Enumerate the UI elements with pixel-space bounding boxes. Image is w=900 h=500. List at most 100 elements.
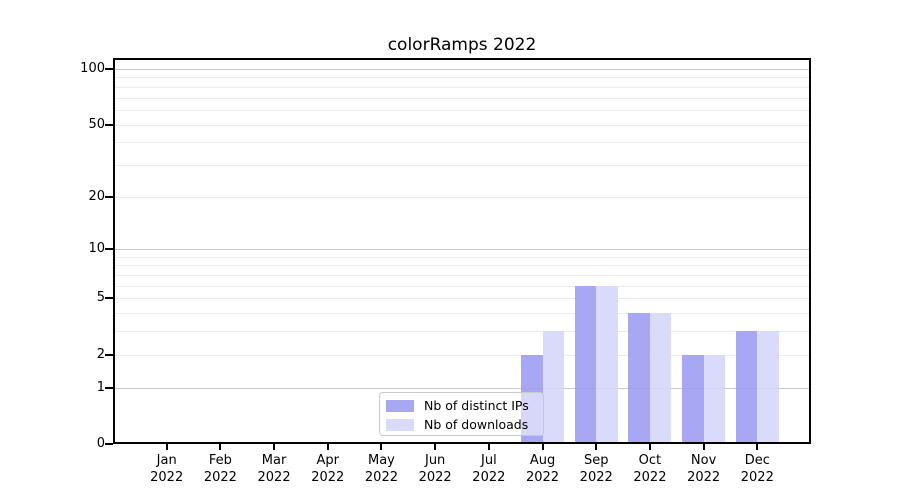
x-axis-label-month: Dec	[744, 453, 770, 468]
chart-title: colorRamps 2022	[387, 35, 537, 55]
y-axis-tick	[105, 297, 113, 300]
legend: Nb of distinct IPs Nb of downloads	[379, 392, 544, 436]
x-axis-tick	[219, 444, 222, 450]
x-axis-label-month: Aug	[529, 453, 556, 468]
y-axis-tick-label: 10	[88, 241, 105, 257]
x-axis-label-year: 2022	[525, 469, 560, 485]
y-axis-tick	[105, 248, 113, 251]
y-axis-tick	[105, 353, 113, 356]
x-axis-tick	[702, 444, 705, 450]
gridline-minor	[113, 196, 811, 198]
bar-distinct-ips	[735, 331, 758, 444]
gridline-minor	[113, 109, 811, 111]
gridline-minor	[113, 275, 811, 277]
bar-downloads	[596, 285, 618, 444]
x-axis-label: Jan 2022	[139, 453, 195, 486]
x-axis-label-year: 2022	[364, 469, 398, 485]
x-axis-label-year: 2022	[740, 469, 774, 485]
legend-item: Nb of distinct IPs	[386, 396, 543, 415]
gridline-minor	[113, 265, 811, 267]
x-axis-tick	[648, 444, 651, 450]
gridline-minor	[113, 124, 811, 126]
gridline-minor	[113, 77, 811, 79]
x-axis-label: Jun 2022	[407, 453, 463, 486]
x-axis-label: May 2022	[353, 453, 409, 486]
y-axis-tick	[105, 443, 113, 445]
gridline-minor	[113, 164, 811, 166]
x-axis-label: Oct 2022	[622, 453, 678, 486]
x-axis-label: Jul 2022	[461, 453, 517, 486]
y-axis-tick-label: 0	[96, 436, 105, 451]
x-axis-tick	[273, 444, 276, 450]
x-axis-label: Apr 2022	[300, 453, 356, 486]
x-axis-label-month: Jun	[424, 453, 446, 468]
y-axis-tick-label: 5	[96, 290, 105, 306]
x-axis-label-month: Feb	[208, 453, 232, 468]
y-axis-tick	[105, 123, 113, 126]
bar-downloads	[649, 313, 672, 444]
y-axis-tick	[105, 386, 113, 389]
x-axis-tick	[541, 444, 544, 450]
x-axis-label: Mar 2022	[246, 453, 302, 486]
x-axis-tick	[434, 444, 437, 450]
x-axis-label: Nov 2022	[676, 453, 732, 486]
x-axis-label-year: 2022	[311, 469, 345, 485]
x-axis-label: Dec 2022	[729, 453, 785, 486]
x-axis-tick	[756, 444, 759, 450]
x-axis-label-month: Apr	[316, 453, 340, 468]
x-axis-label-year: 2022	[687, 469, 721, 485]
x-axis-label-year: 2022	[150, 469, 184, 485]
gridline-minor	[113, 285, 811, 287]
x-axis-tick	[380, 444, 383, 450]
x-axis-tick	[595, 444, 598, 450]
x-axis-label-month: Oct	[638, 453, 662, 468]
y-axis-tick-label: 20	[88, 188, 105, 204]
gridline-minor	[113, 97, 811, 99]
gridline-minor	[113, 331, 811, 333]
x-axis-label-month: Jan	[156, 453, 177, 468]
x-axis-label-year: 2022	[418, 469, 452, 485]
legend-label: Nb of downloads	[424, 416, 529, 432]
bar-downloads	[703, 354, 726, 444]
bar-distinct-ips	[574, 285, 597, 444]
y-axis-tick	[105, 68, 113, 70]
y-axis-tick-label: 2	[96, 346, 105, 362]
x-axis-label-year: 2022	[472, 469, 506, 485]
y-axis-tick-label: 50	[88, 116, 105, 132]
legend-label: Nb of distinct IPs	[424, 397, 529, 413]
gridline-major	[113, 387, 811, 389]
gridline-minor	[113, 298, 811, 300]
gridline-minor	[113, 354, 811, 356]
x-axis-label-month: Sep	[583, 453, 609, 468]
x-axis-tick	[326, 444, 329, 450]
x-axis-tick	[165, 444, 168, 450]
y-axis-tick-label: 100	[80, 61, 105, 76]
legend-swatch	[386, 418, 414, 431]
x-axis-label-year: 2022	[203, 469, 237, 485]
x-axis-label-month: Jul	[481, 453, 497, 468]
gridline-minor	[113, 256, 811, 258]
legend-item: Nb of downloads	[386, 415, 543, 434]
x-axis-tick	[487, 444, 490, 450]
x-axis-label-year: 2022	[633, 469, 667, 485]
y-axis-tick	[105, 195, 113, 198]
bar-downloads	[542, 331, 565, 444]
x-axis-label: Feb 2022	[192, 453, 248, 486]
y-axis-tick-label: 1	[96, 379, 105, 395]
x-axis-label-month: Mar	[261, 453, 287, 468]
x-axis-label-month: May	[368, 453, 395, 468]
gridline-minor	[113, 142, 811, 144]
x-axis-label-year: 2022	[257, 469, 291, 485]
bar-downloads	[757, 331, 779, 444]
plot-area	[113, 58, 811, 444]
gridline-major	[113, 249, 811, 251]
bar-distinct-ips	[628, 313, 650, 444]
gridline-minor	[113, 86, 811, 88]
legend-swatch	[386, 399, 414, 412]
x-axis-label: Aug 2022	[515, 453, 571, 486]
x-axis-label: Sep 2022	[568, 453, 624, 486]
bar-distinct-ips	[682, 354, 704, 444]
x-axis-label-year: 2022	[579, 469, 613, 485]
x-axis-label-month: Nov	[690, 453, 717, 468]
